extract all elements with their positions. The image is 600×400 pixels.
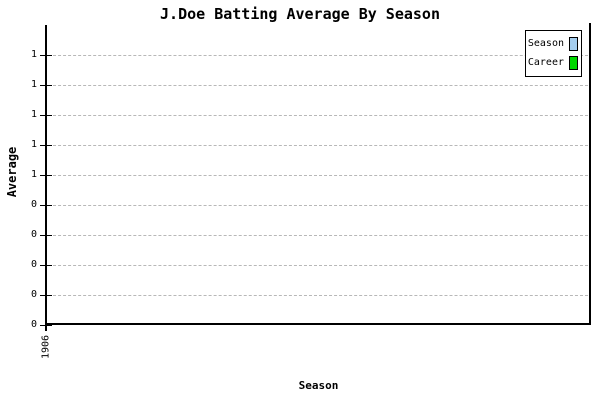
gridline bbox=[48, 175, 588, 176]
y-tick-label: 1 bbox=[30, 49, 37, 60]
y-tick-mark bbox=[40, 145, 52, 146]
gridline bbox=[48, 235, 588, 236]
gridline bbox=[48, 85, 588, 86]
plot-right-border bbox=[589, 23, 591, 325]
chart-title: J.Doe Batting Average By Season bbox=[160, 5, 440, 23]
gridline bbox=[48, 115, 588, 116]
y-tick-label: 1 bbox=[30, 139, 37, 150]
y-tick-mark bbox=[40, 235, 52, 236]
x-axis-line bbox=[45, 323, 591, 325]
legend-item-career: Career bbox=[526, 56, 581, 71]
legend-item-season: Season bbox=[526, 36, 581, 51]
y-tick-label: 0 bbox=[30, 259, 37, 270]
legend-label-season: Season bbox=[527, 37, 564, 49]
legend-swatch-career bbox=[569, 56, 578, 71]
y-tick-label: 1 bbox=[30, 109, 37, 120]
y-tick-label: 0 bbox=[30, 319, 37, 330]
legend-label-career: Career bbox=[527, 57, 564, 69]
gridline bbox=[48, 145, 588, 146]
y-tick-mark bbox=[40, 265, 52, 266]
y-tick-mark bbox=[40, 295, 52, 296]
y-tick-label: 0 bbox=[30, 289, 37, 300]
y-tick-label: 1 bbox=[30, 169, 37, 180]
y-tick-mark bbox=[40, 175, 52, 176]
gridline bbox=[48, 295, 588, 296]
y-tick-mark bbox=[40, 115, 52, 116]
y-axis-label: Average bbox=[5, 146, 19, 198]
y-tick-mark bbox=[40, 205, 52, 206]
y-tick-label: 1 bbox=[30, 79, 37, 90]
x-axis-label: Season bbox=[298, 379, 339, 392]
y-tick-label: 0 bbox=[30, 229, 37, 240]
x-tick-label: 1906 bbox=[40, 334, 52, 360]
y-tick-label: 0 bbox=[30, 199, 37, 210]
legend-swatch-season bbox=[569, 36, 578, 51]
gridline bbox=[48, 55, 588, 56]
gridline bbox=[48, 205, 588, 206]
legend: Season Career bbox=[525, 30, 582, 77]
gridline bbox=[48, 265, 588, 266]
x-tick-mark bbox=[45, 318, 47, 331]
y-tick-mark bbox=[40, 55, 52, 56]
y-tick-mark bbox=[40, 85, 52, 86]
